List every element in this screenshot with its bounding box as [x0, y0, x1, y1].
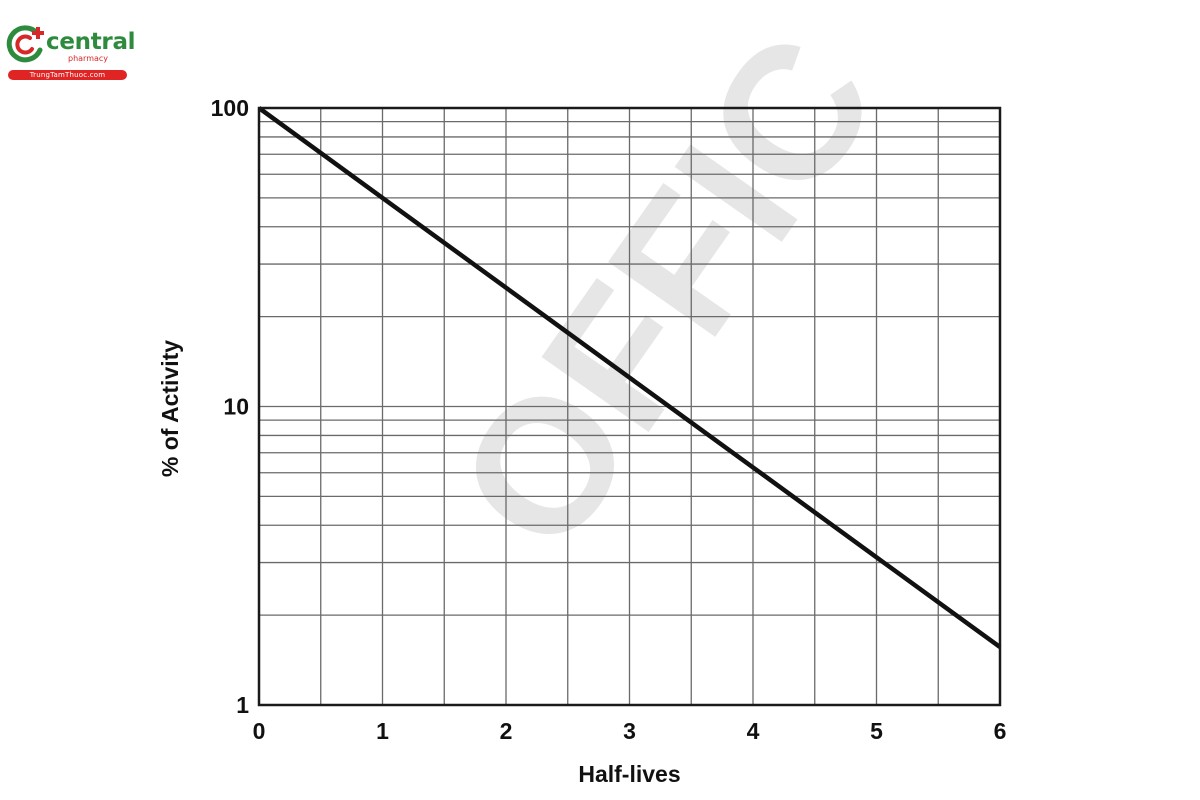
grid	[259, 108, 1000, 705]
logo-subtitle: pharmacy	[68, 54, 109, 63]
watermark: OFFIC	[416, 0, 917, 587]
plot-frame	[257, 106, 1002, 707]
pharmacy-cross-icon	[6, 25, 44, 63]
y-tick-label: 100	[211, 95, 249, 121]
watermark-text: OFFIC	[416, 0, 917, 587]
x-tick-label: 0	[253, 718, 266, 744]
x-tick-label: 6	[994, 718, 1007, 744]
logo-site-bar: TrungTamThuoc.com	[8, 70, 127, 80]
y-tick-label: 10	[223, 394, 249, 420]
y-axis-title: % of Activity	[157, 340, 183, 477]
series-layer	[257, 106, 1002, 649]
x-tick-label: 3	[623, 718, 636, 744]
x-tick-label: 1	[376, 718, 389, 744]
central-pharmacy-logo: central pharmacy TrungTamThuoc.com	[6, 22, 136, 84]
y-tick-label: 1	[236, 692, 249, 718]
x-tick-label: 5	[870, 718, 883, 744]
x-axis-title: Half-lives	[578, 761, 680, 787]
y-tick-labels: 1 10 100	[211, 95, 250, 718]
logo-wordmark: central	[46, 29, 136, 55]
x-tick-label: 2	[500, 718, 513, 744]
x-tick-labels: 0 1 2 3 4 5 6	[253, 718, 1007, 744]
x-tick-label: 4	[747, 718, 760, 744]
series-line-0	[257, 106, 1002, 649]
